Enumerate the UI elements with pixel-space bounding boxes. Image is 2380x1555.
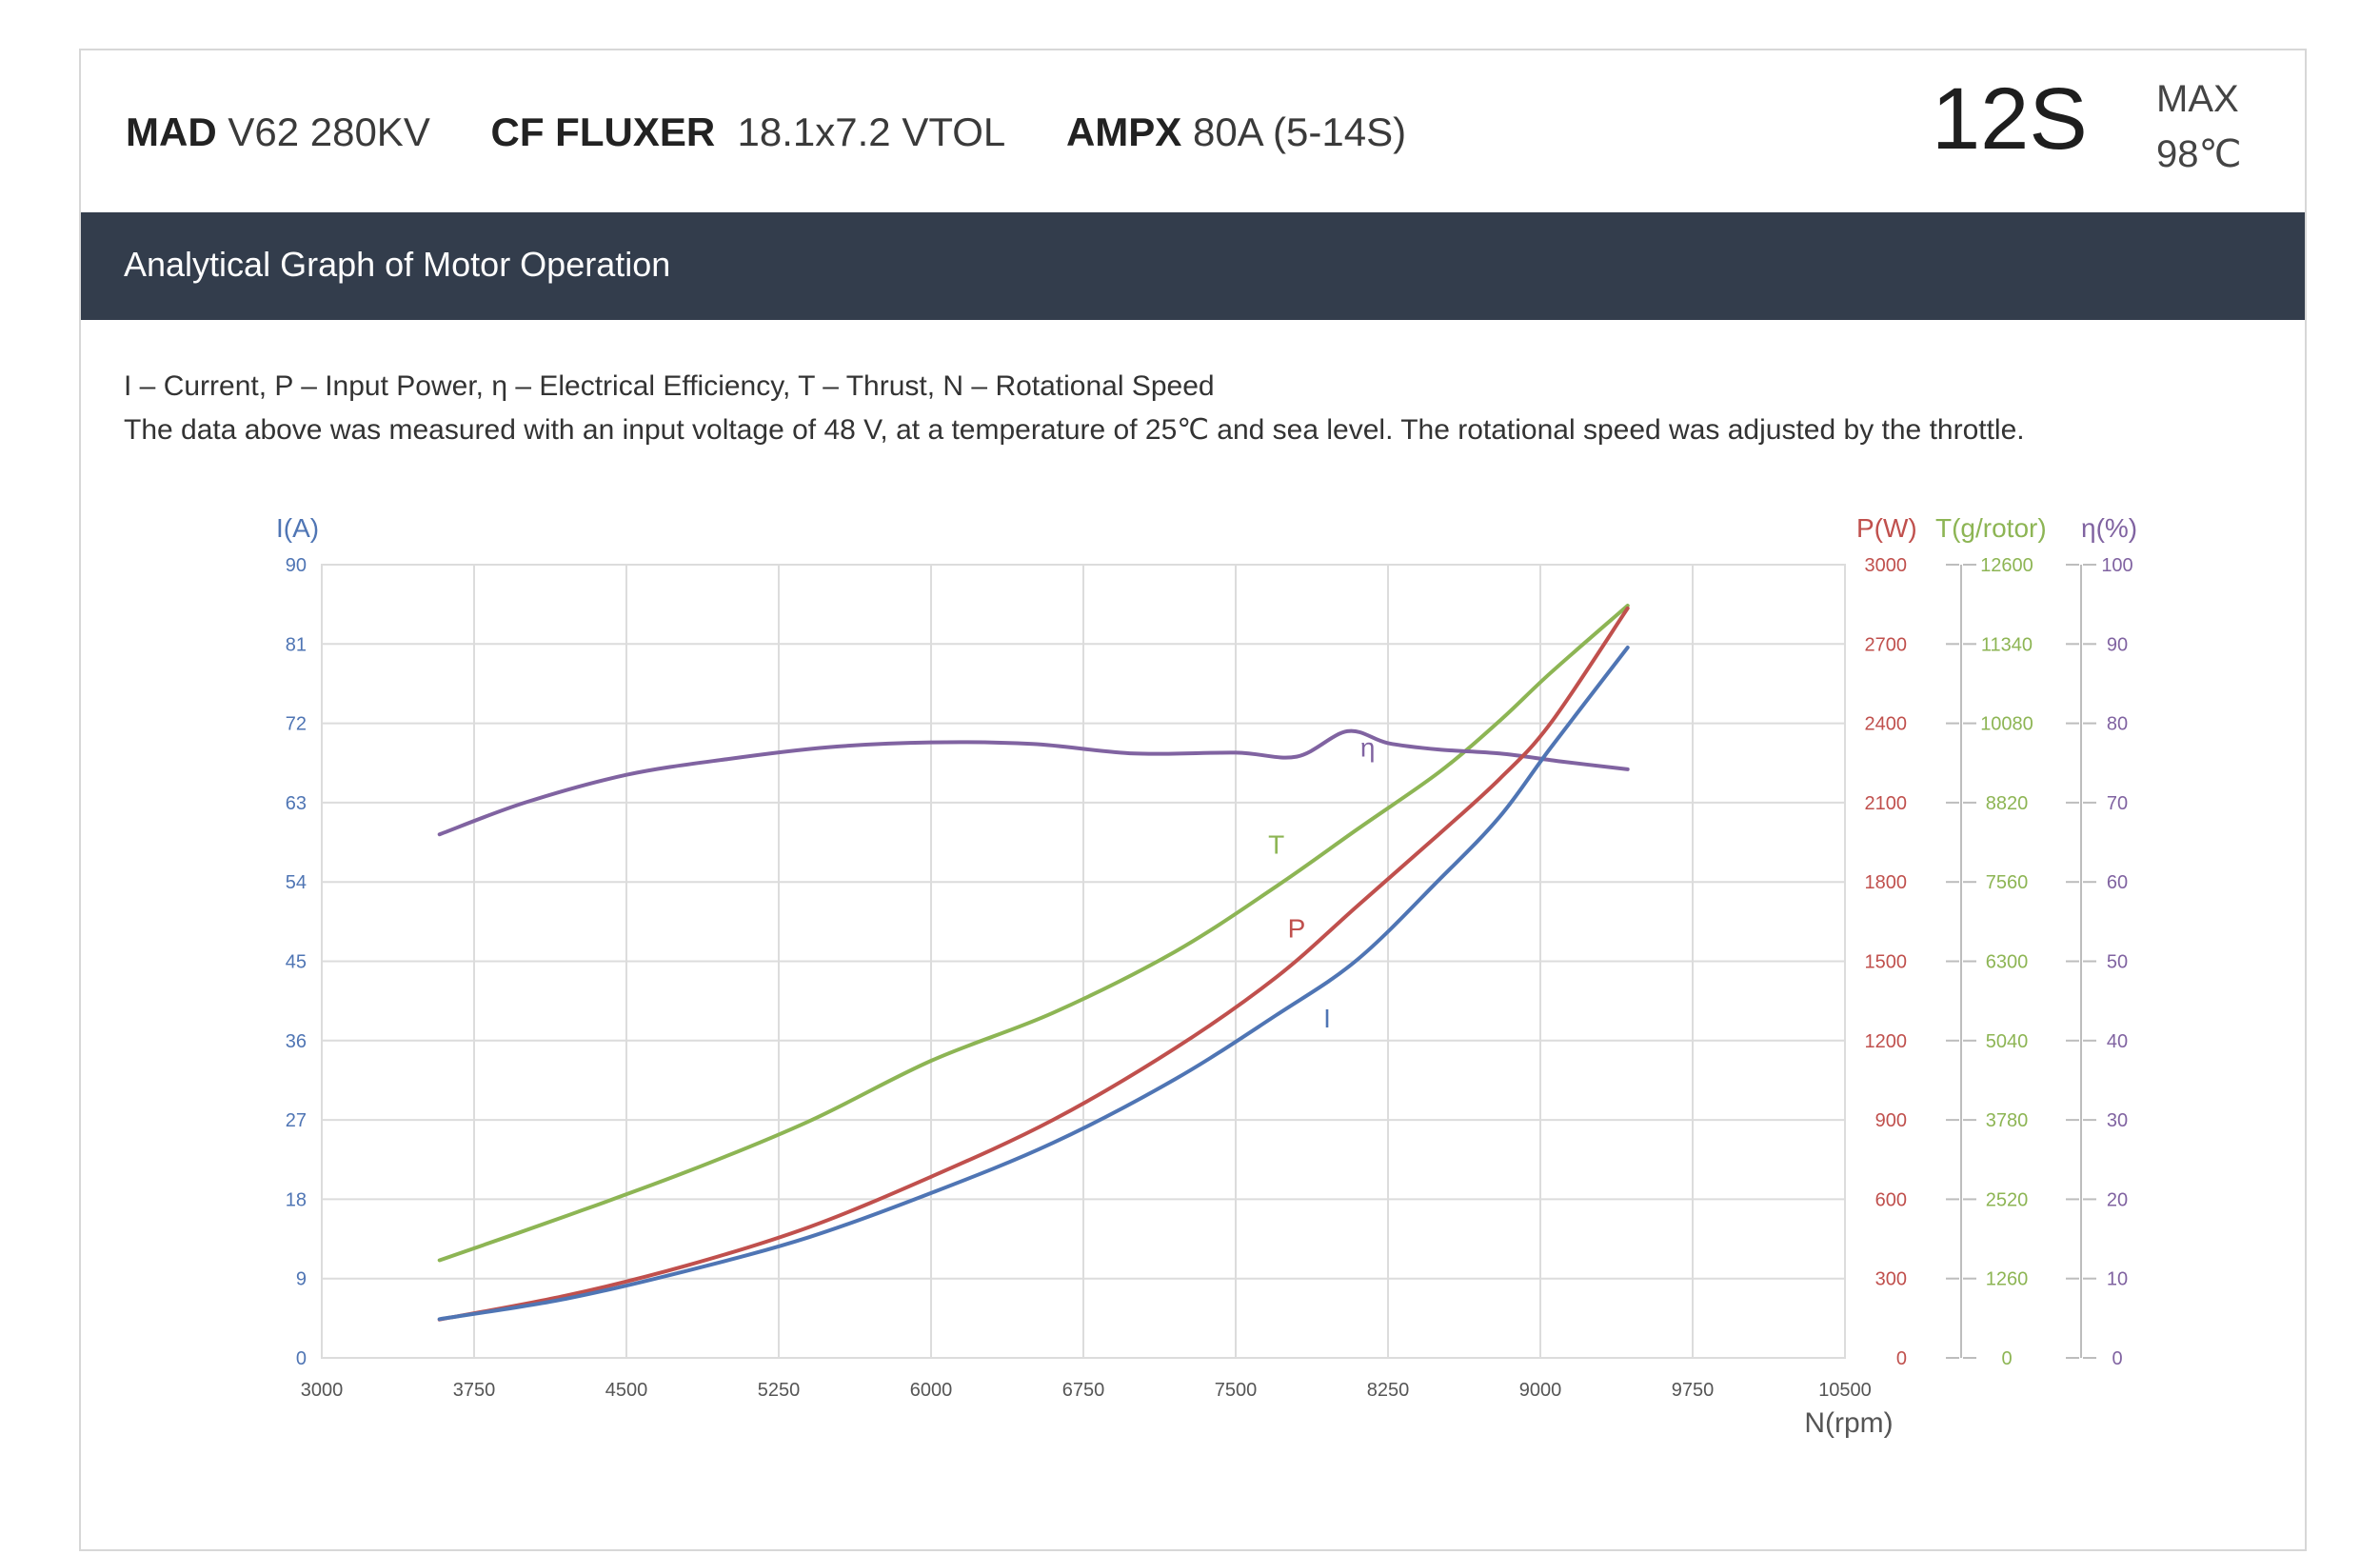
efficiency-tick-label: 90 xyxy=(2107,634,2128,655)
x-tick-label: 6750 xyxy=(1062,1380,1105,1401)
section-title: Analytical Graph of Motor Operation xyxy=(124,245,671,284)
efficiency-tick-label: 0 xyxy=(2112,1348,2122,1369)
cell-count: 12S xyxy=(1932,70,2088,168)
spec-line: MAD V62 280KV CF FLUXER 18.1x7.2 VTOL AM… xyxy=(126,110,1456,155)
x-tick-label: 3750 xyxy=(453,1380,496,1401)
x-tick-label: 3000 xyxy=(301,1380,344,1401)
power-tick-label: 2100 xyxy=(1865,793,1908,814)
series-line-current xyxy=(437,646,1630,1322)
current-tick-label: 72 xyxy=(286,714,307,735)
efficiency-tick-label: 50 xyxy=(2107,952,2128,973)
thrust-tick-label: 10080 xyxy=(1980,714,2033,735)
motor-brand: MAD xyxy=(126,110,217,154)
efficiency-axis-title: η(%) xyxy=(2081,513,2137,543)
current-tick-label: 36 xyxy=(286,1031,307,1052)
series-line-thrust xyxy=(437,604,1630,1263)
x-tick-label: 9750 xyxy=(1672,1380,1715,1401)
thrust-axis-title: T(g/rotor) xyxy=(1935,513,2047,543)
efficiency-tick-label: 80 xyxy=(2107,714,2128,735)
max-temp-value: 98℃ xyxy=(2156,133,2242,175)
current-tick-label: 45 xyxy=(286,952,307,973)
series-label-power: P xyxy=(1288,914,1306,944)
series-label-thrust: T xyxy=(1268,829,1284,859)
efficiency-tick-label: 30 xyxy=(2107,1110,2128,1131)
notes: I – Current, P – Input Power, η – Electr… xyxy=(124,365,2025,452)
power-tick-label: 900 xyxy=(1875,1110,1907,1131)
efficiency-tick-label: 20 xyxy=(2107,1189,2128,1210)
max-label: MAX xyxy=(2156,78,2239,120)
efficiency-tick-label: 60 xyxy=(2107,872,2128,893)
efficiency-tick-label: 10 xyxy=(2107,1269,2128,1290)
x-tick-label: 6000 xyxy=(910,1380,953,1401)
x-tick-label: 4500 xyxy=(605,1380,648,1401)
power-tick-label: 300 xyxy=(1875,1269,1907,1290)
power-axis-title: P(W) xyxy=(1856,513,1917,543)
current-axis-title: I(A) xyxy=(276,513,319,543)
x-tick-label: 7500 xyxy=(1215,1380,1258,1401)
current-tick-label: 18 xyxy=(286,1189,307,1210)
thrust-tick-label: 12600 xyxy=(1980,555,2033,576)
power-tick-label: 1200 xyxy=(1865,1031,1908,1052)
series-line-power xyxy=(437,606,1630,1322)
thrust-tick-label: 3780 xyxy=(1986,1110,2029,1131)
thrust-tick-label: 2520 xyxy=(1986,1189,2029,1210)
power-tick-label: 2400 xyxy=(1865,714,1908,735)
current-tick-label: 81 xyxy=(286,634,307,655)
current-tick-label: 54 xyxy=(286,872,307,893)
power-tick-label: 3000 xyxy=(1865,555,1908,576)
motor-spec: MAD V62 280KV xyxy=(126,110,430,154)
prop-spec: CF FLUXER 18.1x7.2 VTOL xyxy=(491,110,1006,154)
series-line-efficiency xyxy=(437,728,1630,837)
motor-model: V62 280KV xyxy=(228,110,430,154)
conditions-line: The data above was measured with an inpu… xyxy=(124,414,2025,446)
x-tick-label: 8250 xyxy=(1367,1380,1410,1401)
thrust-tick-label: 6300 xyxy=(1986,952,2029,973)
current-tick-label: 90 xyxy=(286,555,307,576)
thrust-tick-label: 7560 xyxy=(1986,872,2029,893)
esc-spec: AMPX 80A (5-14S) xyxy=(1066,110,1406,154)
prop-model: 18.1x7.2 VTOL xyxy=(737,110,1006,154)
current-tick-label: 9 xyxy=(296,1269,307,1290)
current-tick-label: 0 xyxy=(296,1348,307,1369)
efficiency-tick-label: 100 xyxy=(2101,555,2132,576)
series-label-efficiency: η xyxy=(1360,733,1376,763)
x-tick-label: 10500 xyxy=(1818,1380,1872,1401)
legend-line: I – Current, P – Input Power, η – Electr… xyxy=(124,370,1215,402)
efficiency-tick-label: 70 xyxy=(2107,793,2128,814)
thrust-tick-label: 0 xyxy=(2001,1348,2012,1369)
efficiency-tick-label: 40 xyxy=(2107,1031,2128,1052)
power-tick-label: 1800 xyxy=(1865,872,1908,893)
thrust-tick-label: 11340 xyxy=(1981,634,2033,655)
spec-header: MAD V62 280KV CF FLUXER 18.1x7.2 VTOL AM… xyxy=(81,50,2305,212)
power-tick-label: 1500 xyxy=(1865,952,1908,973)
thrust-tick-label: 8820 xyxy=(1986,793,2029,814)
esc-brand: AMPX xyxy=(1065,110,1182,154)
prop-brand: CF FLUXER xyxy=(490,110,716,154)
series-label-current: I xyxy=(1323,1004,1331,1033)
esc-model: 80A (5-14S) xyxy=(1192,110,1407,154)
chart-card: MAD V62 280KV CF FLUXER 18.1x7.2 VTOL AM… xyxy=(79,49,2307,1551)
power-tick-label: 2700 xyxy=(1865,634,1908,655)
x-tick-label: 9000 xyxy=(1519,1380,1562,1401)
section-banner: Analytical Graph of Motor Operation xyxy=(81,212,2305,320)
thrust-tick-label: 5040 xyxy=(1986,1031,2029,1052)
thrust-tick-label: 1260 xyxy=(1986,1269,2029,1290)
current-tick-label: 27 xyxy=(286,1110,307,1131)
power-tick-label: 600 xyxy=(1875,1189,1907,1210)
x-axis-title: N(rpm) xyxy=(1804,1407,1893,1439)
power-tick-label: 0 xyxy=(1896,1348,1907,1369)
max-temperature: MAX 98℃ xyxy=(2156,71,2241,182)
x-tick-label: 5250 xyxy=(758,1380,801,1401)
current-tick-label: 63 xyxy=(286,793,307,814)
